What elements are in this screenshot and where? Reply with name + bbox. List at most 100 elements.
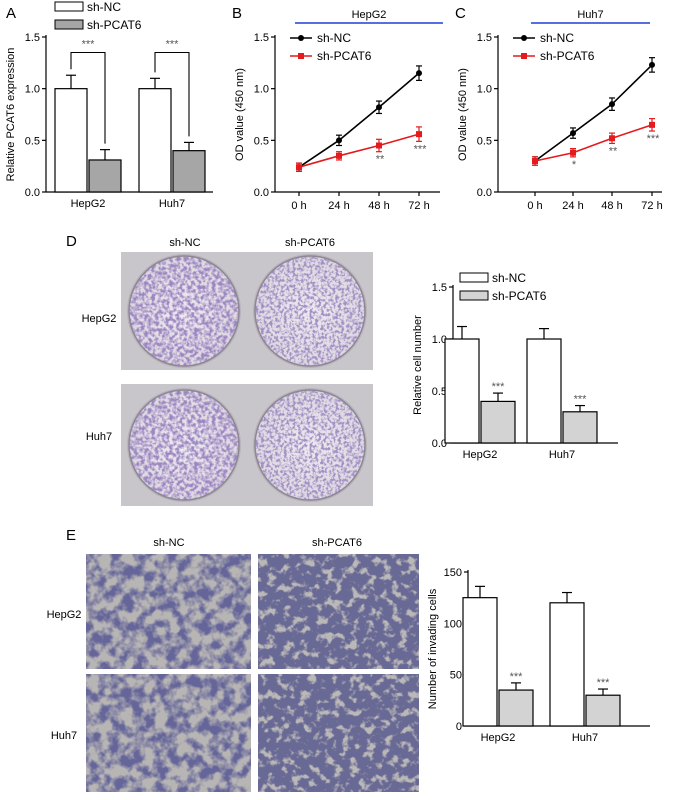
bar-A-huh7-sh-pcat6 [172, 150, 206, 193]
x-tick-label-D-huh7: Huh7 [549, 449, 575, 461]
data-point-B-sh-pcat6-0 [296, 164, 302, 171]
bar-E-hepg2-sh-pcat6 [498, 689, 534, 727]
significance-stars-A-hepg2: *** [82, 39, 96, 51]
panel-letter-c: C [455, 5, 466, 22]
legend-marker-B-sh-pcat6 [298, 53, 304, 59]
legend-label-B-sh-pcat6: sh-PCAT6 [317, 49, 372, 63]
legend-label-D-sh-nc: sh-NC [492, 271, 526, 285]
chart-a-pcat6-expression: 0.0 0.5 1.0 1.5 Relative PCAT6 expression Hep… [5, 0, 213, 210]
legend-label-A-sh-pcat6: sh-PCAT6 [87, 18, 142, 32]
photo-d-col-sh-pcat6: sh-PCAT6 [285, 237, 335, 249]
y-tick-label-A-0: 0.0 [25, 187, 40, 199]
invasion-photo-huh7-sh-pcat6 [258, 674, 419, 792]
bar-A-huh7-sh-nc [138, 88, 172, 193]
y-tick-label-D-2: 1.0 [432, 334, 447, 346]
x-tick-label-C-24-h: 24 h [562, 200, 583, 212]
y-tick-label-C-2: 1.0 [477, 84, 492, 96]
legend-label-D-sh-pcat6: sh-PCAT6 [492, 289, 547, 303]
significance-bracket-A-huh7 [154, 51, 190, 137]
photo-e-col-sh-pcat6: sh-PCAT6 [312, 537, 362, 549]
significance-stars-B-2: ** [376, 154, 385, 166]
bar-A-hepg2-sh-nc [54, 88, 88, 193]
colony-well-hepg2-sh-nc [121, 252, 247, 370]
bar-D-huh7-sh-nc [526, 338, 562, 444]
data-point-C-sh-nc-3 [649, 61, 655, 68]
data-point-B-sh-pcat6-1 [336, 152, 342, 159]
series-line-B-sh-nc [298, 72, 420, 168]
data-point-B-sh-pcat6-3 [416, 131, 422, 138]
x-tick-label-C-48-h: 48 h [601, 200, 622, 212]
data-point-B-sh-nc-3 [416, 70, 422, 77]
y-axis-label-E: Number of invading cells [427, 588, 439, 709]
series-line-C-sh-pcat6 [534, 124, 653, 162]
bar-D-hepg2-sh-pcat6 [480, 400, 516, 444]
invasion-photo-hepg2-sh-pcat6 [258, 554, 419, 669]
data-point-C-sh-pcat6-2 [609, 135, 615, 142]
chart-d-relative-cell-number: 0.0 0.5 1.0 1.5 Relative cell number HepG2 ***… [412, 271, 618, 461]
legend-marker-C-sh-pcat6 [521, 53, 527, 59]
bar-A-hepg2-sh-pcat6 [88, 159, 122, 193]
invasion-photo-huh7-sh-nc [86, 674, 251, 792]
y-tick-label-B-2: 1.0 [254, 84, 269, 96]
data-point-C-sh-pcat6-1 [570, 149, 576, 156]
legend-swatch-A-sh-pcat6 [54, 19, 84, 30]
chart-title-C: Huh7 [577, 9, 603, 21]
colony-well-huh7-sh-pcat6 [247, 384, 373, 506]
y-tick-label-A-1: 0.5 [25, 135, 40, 147]
significance-stars-A-huh7: *** [166, 39, 180, 51]
data-point-C-sh-pcat6-0 [532, 158, 538, 164]
chart-title-B: HepG2 [352, 9, 387, 21]
y-tick-label-C-0: 0.0 [477, 187, 492, 199]
y-tick-label-A-3: 1.5 [25, 32, 40, 44]
y-tick-label-C-3: 1.5 [477, 32, 492, 44]
significance-stars-E-hepg2: *** [510, 671, 524, 683]
panel-letter-a: A [6, 5, 16, 22]
data-point-B-sh-nc-2 [376, 104, 382, 111]
y-axis-label-C: OD value (450 nm) [457, 68, 469, 161]
bar-D-huh7-sh-pcat6 [562, 411, 598, 444]
legend-label-C-sh-nc: sh-NC [540, 31, 574, 45]
data-point-B-sh-nc-1 [336, 137, 342, 144]
x-tick-label-B-72-h: 72 h [408, 200, 429, 212]
significance-stars-C-3: *** [647, 133, 661, 145]
legend-label-B-sh-nc: sh-NC [317, 31, 351, 45]
invasion-photo-grid: sh-NC sh-PCAT6 HepG2 Huh7 [47, 537, 419, 792]
significance-bracket-A-hepg2 [70, 51, 106, 144]
colony-well-huh7-sh-nc [121, 384, 247, 506]
y-tick-label-B-3: 1.5 [254, 32, 269, 44]
panel-letter-b: B [232, 5, 242, 22]
panel-letter-d: D [66, 233, 77, 250]
chart-e-invading-cells: 0 50 100 150 Number of invading cells HepG2 **… [427, 567, 650, 744]
legend-label-A-sh-nc: sh-NC [87, 0, 121, 14]
photo-d-col-sh-nc: sh-NC [169, 237, 200, 249]
colony-well-hepg2-sh-pcat6 [247, 252, 373, 370]
data-point-C-sh-pcat6-3 [649, 121, 655, 128]
legend-marker-C-sh-nc [521, 35, 527, 41]
significance-stars-D-huh7: *** [574, 394, 588, 406]
photo-d-row-hepg2: HepG2 [82, 313, 117, 325]
photo-e-row-huh7: Huh7 [51, 730, 77, 742]
bar-E-hepg2-sh-nc [462, 597, 498, 727]
y-axis-label-A: Relative PCAT6 expression [5, 48, 17, 182]
photo-d-row-huh7: Huh7 [86, 431, 112, 443]
series-line-C-sh-nc [534, 64, 653, 162]
y-tick-label-D-1: 0.5 [432, 386, 447, 398]
y-tick-label-B-1: 0.5 [254, 135, 269, 147]
y-tick-label-D-3: 1.5 [432, 282, 447, 294]
x-tick-label-B-0-h: 0 h [291, 200, 306, 212]
y-tick-label-C-1: 0.5 [477, 135, 492, 147]
significance-stars-B-3: *** [414, 143, 428, 155]
legend-marker-B-sh-nc [298, 35, 304, 41]
x-tick-label-D-hepg2: HepG2 [463, 449, 498, 461]
y-tick-label-D-0: 0.0 [432, 438, 447, 450]
y-tick-label-E-3: 150 [444, 567, 462, 579]
y-tick-label-E-0: 0 [456, 721, 462, 733]
x-tick-label-A-huh7: Huh7 [159, 198, 185, 210]
series-line-B-sh-pcat6 [298, 133, 420, 168]
chart-b-hepg2-od: 0.0 0.5 1.0 1.5 OD value (450 nm) HepG2 0 h 24 … [234, 9, 443, 212]
y-tick-label-B-0: 0.0 [254, 187, 269, 199]
x-tick-label-E-huh7: Huh7 [572, 732, 598, 744]
legend-label-C-sh-pcat6: sh-PCAT6 [540, 49, 595, 63]
y-axis-label-B: OD value (450 nm) [234, 68, 246, 161]
